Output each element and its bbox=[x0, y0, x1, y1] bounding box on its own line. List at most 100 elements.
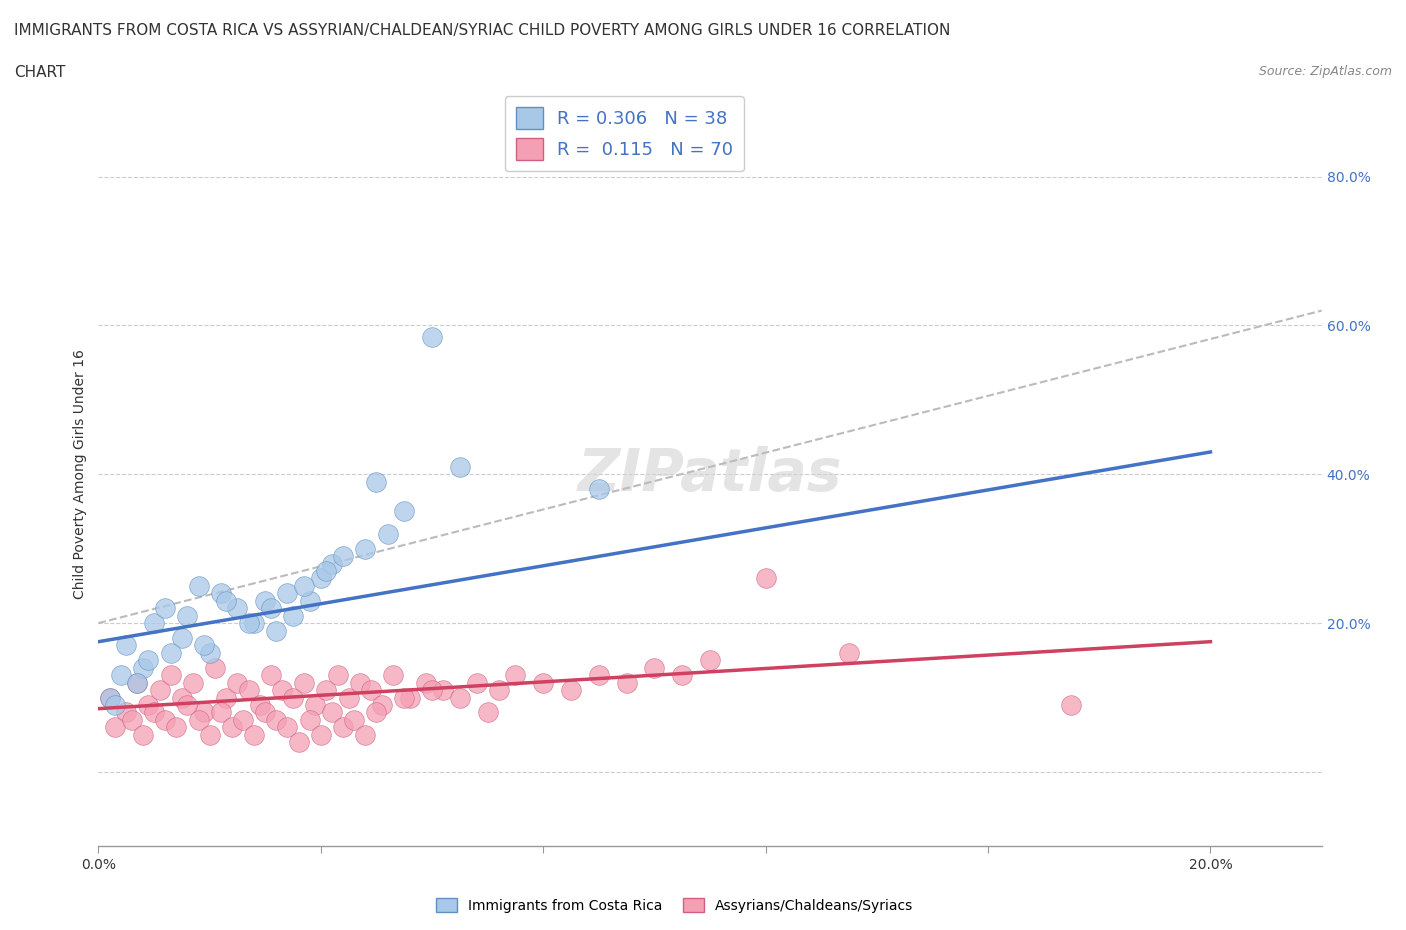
Point bbox=[138, 653, 160, 668]
Point bbox=[337, 690, 360, 705]
Point bbox=[132, 660, 155, 675]
Point bbox=[321, 556, 343, 571]
Point bbox=[104, 698, 127, 712]
Point bbox=[394, 504, 416, 519]
Point bbox=[315, 564, 337, 578]
Point bbox=[176, 698, 198, 712]
Text: Source: ZipAtlas.com: Source: ZipAtlas.com bbox=[1258, 65, 1392, 78]
Point bbox=[215, 593, 238, 608]
Point bbox=[560, 683, 582, 698]
Point bbox=[98, 690, 121, 705]
Point bbox=[755, 571, 778, 586]
Point bbox=[159, 645, 181, 660]
Point bbox=[699, 653, 721, 668]
Point bbox=[616, 675, 638, 690]
Point bbox=[304, 698, 326, 712]
Point bbox=[98, 690, 121, 705]
Point bbox=[176, 608, 198, 623]
Point bbox=[531, 675, 554, 690]
Point bbox=[292, 675, 315, 690]
Point bbox=[143, 616, 166, 631]
Point bbox=[266, 712, 288, 727]
Point bbox=[415, 675, 437, 690]
Legend: R = 0.306   N = 38, R =  0.115   N = 70: R = 0.306 N = 38, R = 0.115 N = 70 bbox=[505, 97, 744, 171]
Point bbox=[226, 601, 249, 616]
Point bbox=[260, 668, 283, 683]
Point bbox=[110, 668, 132, 683]
Point bbox=[115, 638, 138, 653]
Point bbox=[477, 705, 499, 720]
Point bbox=[159, 668, 181, 683]
Point bbox=[643, 660, 665, 675]
Point bbox=[165, 720, 187, 735]
Point bbox=[332, 720, 354, 735]
Point bbox=[465, 675, 488, 690]
Point bbox=[187, 578, 209, 593]
Point bbox=[127, 675, 149, 690]
Point bbox=[309, 571, 332, 586]
Point bbox=[226, 675, 249, 690]
Point bbox=[838, 645, 860, 660]
Point bbox=[281, 608, 304, 623]
Point bbox=[215, 690, 238, 705]
Point bbox=[249, 698, 271, 712]
Point bbox=[170, 631, 193, 645]
Text: CHART: CHART bbox=[14, 65, 66, 80]
Point bbox=[209, 586, 232, 601]
Point bbox=[243, 616, 266, 631]
Point bbox=[298, 712, 321, 727]
Point bbox=[270, 683, 294, 698]
Point bbox=[366, 474, 388, 489]
Point bbox=[366, 705, 388, 720]
Point bbox=[149, 683, 172, 698]
Point bbox=[254, 593, 277, 608]
Point bbox=[187, 712, 209, 727]
Point bbox=[332, 549, 354, 564]
Y-axis label: Child Poverty Among Girls Under 16: Child Poverty Among Girls Under 16 bbox=[73, 350, 87, 599]
Point bbox=[104, 720, 127, 735]
Point bbox=[449, 459, 471, 474]
Point bbox=[354, 727, 377, 742]
Legend: Immigrants from Costa Rica, Assyrians/Chaldeans/Syriacs: Immigrants from Costa Rica, Assyrians/Ch… bbox=[430, 893, 920, 919]
Point bbox=[449, 690, 471, 705]
Point bbox=[343, 712, 366, 727]
Point bbox=[276, 586, 298, 601]
Point bbox=[287, 735, 309, 750]
Point bbox=[238, 616, 260, 631]
Point bbox=[349, 675, 371, 690]
Point bbox=[298, 593, 321, 608]
Point bbox=[232, 712, 254, 727]
Point bbox=[505, 668, 527, 683]
Point bbox=[209, 705, 232, 720]
Point bbox=[153, 601, 176, 616]
Point bbox=[127, 675, 149, 690]
Point bbox=[221, 720, 243, 735]
Point bbox=[170, 690, 193, 705]
Point bbox=[243, 727, 266, 742]
Point bbox=[121, 712, 143, 727]
Point bbox=[143, 705, 166, 720]
Point bbox=[132, 727, 155, 742]
Point bbox=[420, 329, 443, 344]
Point bbox=[193, 638, 215, 653]
Point bbox=[488, 683, 510, 698]
Point bbox=[254, 705, 277, 720]
Point bbox=[671, 668, 693, 683]
Point bbox=[266, 623, 288, 638]
Point bbox=[198, 645, 221, 660]
Point bbox=[377, 526, 399, 541]
Point bbox=[588, 668, 610, 683]
Point bbox=[181, 675, 204, 690]
Point bbox=[281, 690, 304, 705]
Point bbox=[204, 660, 226, 675]
Point bbox=[432, 683, 454, 698]
Point bbox=[326, 668, 349, 683]
Point bbox=[238, 683, 260, 698]
Point bbox=[394, 690, 416, 705]
Point bbox=[276, 720, 298, 735]
Point bbox=[360, 683, 382, 698]
Point bbox=[420, 683, 443, 698]
Point bbox=[193, 705, 215, 720]
Text: ZIPatlas: ZIPatlas bbox=[578, 445, 842, 503]
Point bbox=[292, 578, 315, 593]
